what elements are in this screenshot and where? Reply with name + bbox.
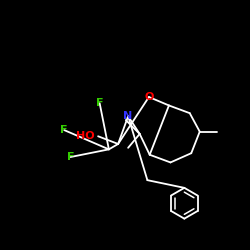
Text: N: N: [124, 111, 133, 121]
Text: HO: HO: [76, 131, 95, 141]
Text: F: F: [96, 98, 104, 108]
Text: F: F: [66, 152, 74, 162]
Text: F: F: [60, 125, 68, 135]
Text: O: O: [144, 92, 154, 102]
